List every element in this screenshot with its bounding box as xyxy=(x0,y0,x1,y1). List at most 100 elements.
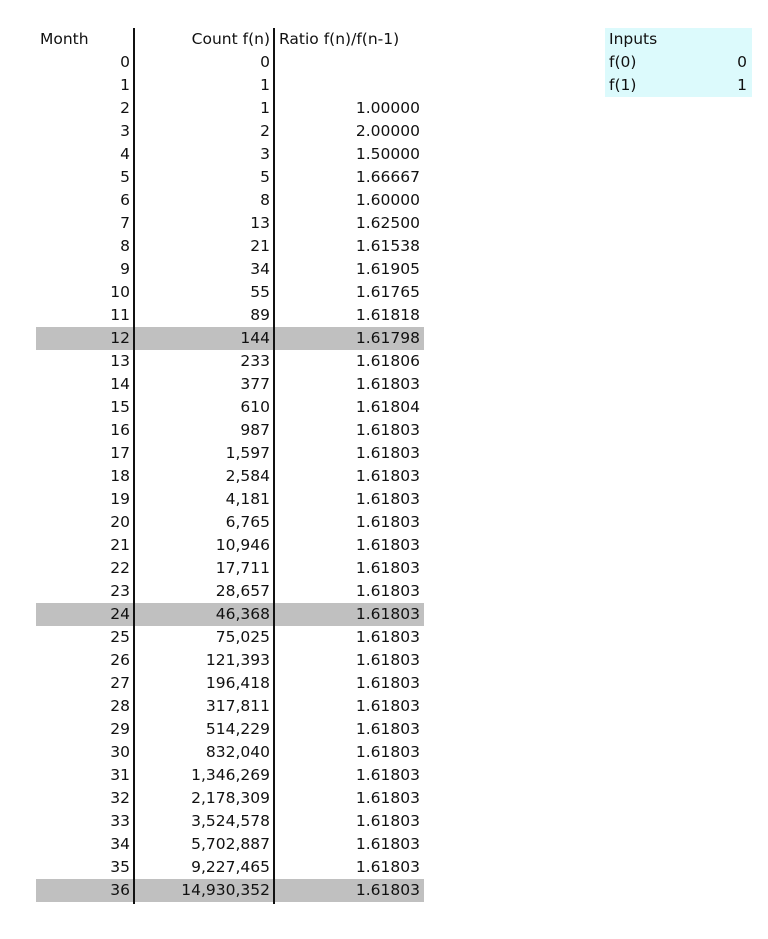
count-cell[interactable]: 2,178,309 xyxy=(191,789,270,807)
count-cell[interactable]: 121,393 xyxy=(205,651,270,669)
input-value[interactable]: 0 xyxy=(737,53,747,71)
ratio-cell[interactable]: 1.61803 xyxy=(355,559,420,577)
header-count[interactable]: Count f(n) xyxy=(191,30,270,48)
count-cell[interactable]: 89 xyxy=(250,306,270,324)
ratio-cell[interactable] xyxy=(276,74,420,97)
count-cell[interactable]: 10,946 xyxy=(215,536,270,554)
input-f1[interactable]: f(1) 1 xyxy=(605,74,752,97)
ratio-cell[interactable]: 1.61803 xyxy=(355,605,420,623)
count-cell[interactable]: 832,040 xyxy=(205,743,270,761)
count-cell[interactable]: 2,584 xyxy=(225,467,270,485)
month-cell[interactable]: 10 xyxy=(110,283,130,301)
count-cell[interactable]: 17,711 xyxy=(215,559,270,577)
ratio-cell[interactable]: 1.61803 xyxy=(355,858,420,876)
count-cell[interactable]: 34 xyxy=(250,260,270,278)
count-cell[interactable]: 3 xyxy=(260,145,270,163)
month-cell[interactable]: 6 xyxy=(120,191,130,209)
ratio-cell[interactable]: 1.61803 xyxy=(355,651,420,669)
count-cell[interactable]: 46,368 xyxy=(215,605,270,623)
month-cell[interactable]: 32 xyxy=(110,789,130,807)
ratio-cell[interactable]: 1.61798 xyxy=(355,329,420,347)
count-cell[interactable]: 0 xyxy=(260,53,270,71)
ratio-cell[interactable]: 1.61803 xyxy=(355,812,420,830)
count-cell[interactable]: 75,025 xyxy=(215,628,270,646)
ratio-cell[interactable]: 1.62500 xyxy=(355,214,420,232)
count-cell[interactable]: 1,346,269 xyxy=(191,766,270,784)
month-cell[interactable]: 3 xyxy=(120,122,130,140)
header-month[interactable]: Month xyxy=(40,30,89,48)
month-cell[interactable]: 33 xyxy=(110,812,130,830)
month-cell[interactable]: 7 xyxy=(120,214,130,232)
count-cell[interactable]: 5,702,887 xyxy=(191,835,270,853)
month-cell[interactable]: 2 xyxy=(120,99,130,117)
count-cell[interactable]: 987 xyxy=(240,421,270,439)
ratio-cell[interactable]: 1.61803 xyxy=(355,444,420,462)
ratio-cell[interactable]: 1.61803 xyxy=(355,835,420,853)
count-cell[interactable]: 14,930,352 xyxy=(181,881,270,899)
month-cell[interactable]: 34 xyxy=(110,835,130,853)
month-cell[interactable]: 31 xyxy=(110,766,130,784)
month-cell[interactable]: 5 xyxy=(120,168,130,186)
count-cell[interactable]: 377 xyxy=(240,375,270,393)
ratio-cell[interactable]: 2.00000 xyxy=(355,122,420,140)
ratio-cell[interactable]: 1.61765 xyxy=(355,283,420,301)
month-cell[interactable]: 8 xyxy=(120,237,130,255)
count-cell[interactable]: 514,229 xyxy=(205,720,270,738)
month-cell[interactable]: 26 xyxy=(110,651,130,669)
ratio-cell[interactable]: 1.61803 xyxy=(355,766,420,784)
month-cell[interactable]: 21 xyxy=(110,536,130,554)
month-cell[interactable]: 11 xyxy=(110,306,130,324)
month-cell[interactable]: 0 xyxy=(120,53,130,71)
ratio-cell[interactable]: 1.50000 xyxy=(355,145,420,163)
month-cell[interactable]: 12 xyxy=(110,329,130,347)
count-cell[interactable]: 1 xyxy=(260,99,270,117)
count-cell[interactable]: 196,418 xyxy=(205,674,270,692)
month-cell[interactable]: 19 xyxy=(110,490,130,508)
month-cell[interactable]: 28 xyxy=(110,697,130,715)
ratio-cell[interactable]: 1.61803 xyxy=(355,375,420,393)
month-cell[interactable]: 15 xyxy=(110,398,130,416)
month-cell[interactable]: 27 xyxy=(110,674,130,692)
count-cell[interactable]: 5 xyxy=(260,168,270,186)
count-cell[interactable]: 4,181 xyxy=(225,490,270,508)
count-cell[interactable]: 1 xyxy=(260,76,270,94)
month-cell[interactable]: 4 xyxy=(120,145,130,163)
ratio-cell[interactable]: 1.61803 xyxy=(355,881,420,899)
month-cell[interactable]: 13 xyxy=(110,352,130,370)
month-cell[interactable]: 20 xyxy=(110,513,130,531)
header-ratio[interactable]: Ratio f(n)/f(n-1) xyxy=(279,30,400,48)
ratio-cell[interactable]: 1.61803 xyxy=(355,697,420,715)
ratio-cell[interactable]: 1.61803 xyxy=(355,421,420,439)
ratio-cell[interactable]: 1.61804 xyxy=(355,398,420,416)
month-cell[interactable]: 29 xyxy=(110,720,130,738)
count-cell[interactable]: 9,227,465 xyxy=(191,858,270,876)
count-cell[interactable]: 6,765 xyxy=(225,513,270,531)
count-cell[interactable]: 3,524,578 xyxy=(191,812,270,830)
ratio-cell[interactable]: 1.61803 xyxy=(355,536,420,554)
month-cell[interactable]: 14 xyxy=(110,375,130,393)
ratio-cell[interactable]: 1.61803 xyxy=(355,490,420,508)
month-cell[interactable]: 18 xyxy=(110,467,130,485)
count-cell[interactable]: 1,597 xyxy=(225,444,270,462)
month-cell[interactable]: 36 xyxy=(110,881,130,899)
count-cell[interactable]: 55 xyxy=(250,283,270,301)
ratio-cell[interactable]: 1.66667 xyxy=(355,168,420,186)
month-cell[interactable]: 25 xyxy=(110,628,130,646)
count-cell[interactable]: 2 xyxy=(260,122,270,140)
count-cell[interactable]: 21 xyxy=(250,237,270,255)
ratio-cell[interactable]: 1.61905 xyxy=(355,260,420,278)
count-cell[interactable]: 13 xyxy=(250,214,270,232)
month-cell[interactable]: 9 xyxy=(120,260,130,278)
count-cell[interactable]: 233 xyxy=(240,352,270,370)
ratio-cell[interactable]: 1.61803 xyxy=(355,582,420,600)
ratio-cell[interactable]: 1.61803 xyxy=(355,628,420,646)
ratio-cell[interactable] xyxy=(276,51,420,74)
count-cell[interactable]: 610 xyxy=(240,398,270,416)
count-cell[interactable]: 28,657 xyxy=(215,582,270,600)
month-cell[interactable]: 17 xyxy=(110,444,130,462)
month-cell[interactable]: 1 xyxy=(120,76,130,94)
ratio-cell[interactable]: 1.61803 xyxy=(355,720,420,738)
ratio-cell[interactable]: 1.61818 xyxy=(355,306,420,324)
month-cell[interactable]: 24 xyxy=(110,605,130,623)
ratio-cell[interactable]: 1.00000 xyxy=(355,99,420,117)
